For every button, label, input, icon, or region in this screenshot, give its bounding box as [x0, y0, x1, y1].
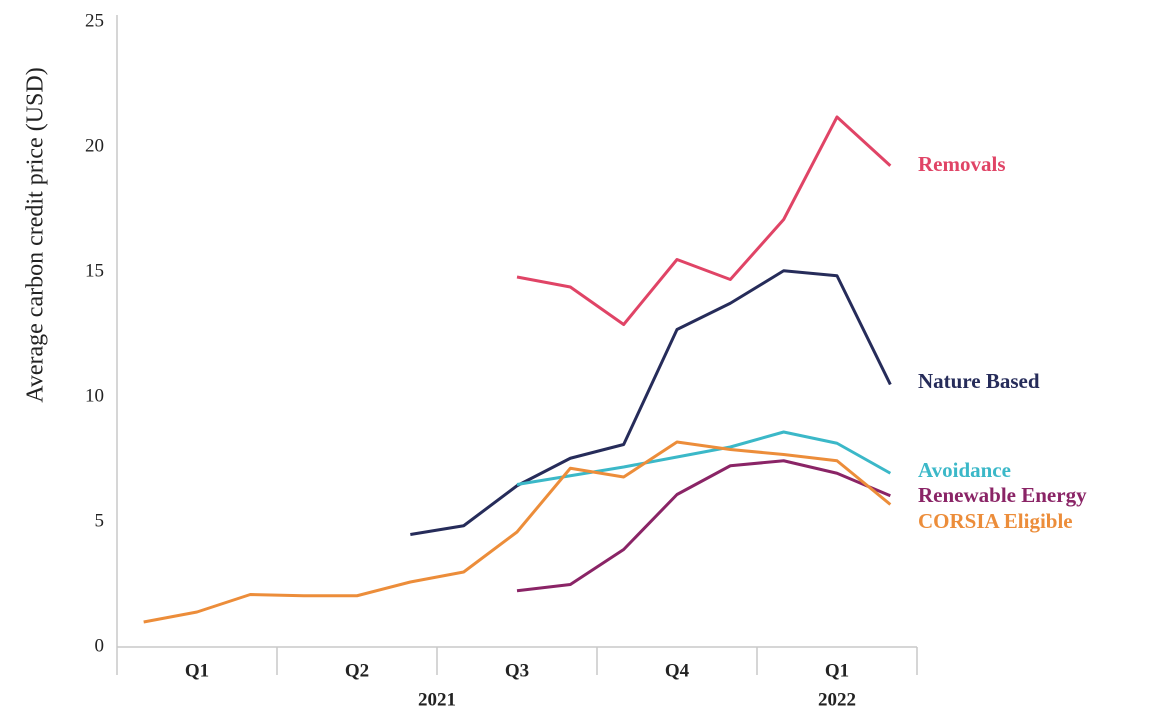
year-label: 2022: [818, 689, 856, 710]
quarter-label: Q4: [665, 660, 690, 681]
series-line: [516, 430, 892, 486]
quarter-label: Q1: [185, 660, 209, 681]
y-tick-label: 10: [85, 385, 104, 406]
y-axis-label: Average carbon credit price (USD): [23, 67, 49, 402]
quarter-label: Q3: [505, 660, 529, 681]
series-line: [516, 115, 892, 326]
y-tick-label: 0: [95, 635, 105, 656]
series-line: [516, 459, 891, 593]
series-line: [410, 269, 892, 536]
series-label: Avoidance: [918, 458, 1011, 482]
series-label: CORSIA Eligible: [918, 509, 1073, 533]
series-line: [143, 440, 892, 624]
series-label: Nature Based: [918, 369, 1040, 393]
quarter-label: Q2: [345, 660, 369, 681]
y-tick-label: 15: [85, 260, 104, 281]
y-tick-label: 20: [85, 135, 104, 156]
quarter-label: Q1: [825, 660, 849, 681]
series-label: Removals: [918, 152, 1006, 176]
series-label: Renewable Energy: [918, 483, 1087, 507]
year-label: 2021: [418, 689, 456, 710]
y-tick-label: 5: [95, 510, 105, 531]
y-tick-label: 25: [85, 10, 104, 31]
